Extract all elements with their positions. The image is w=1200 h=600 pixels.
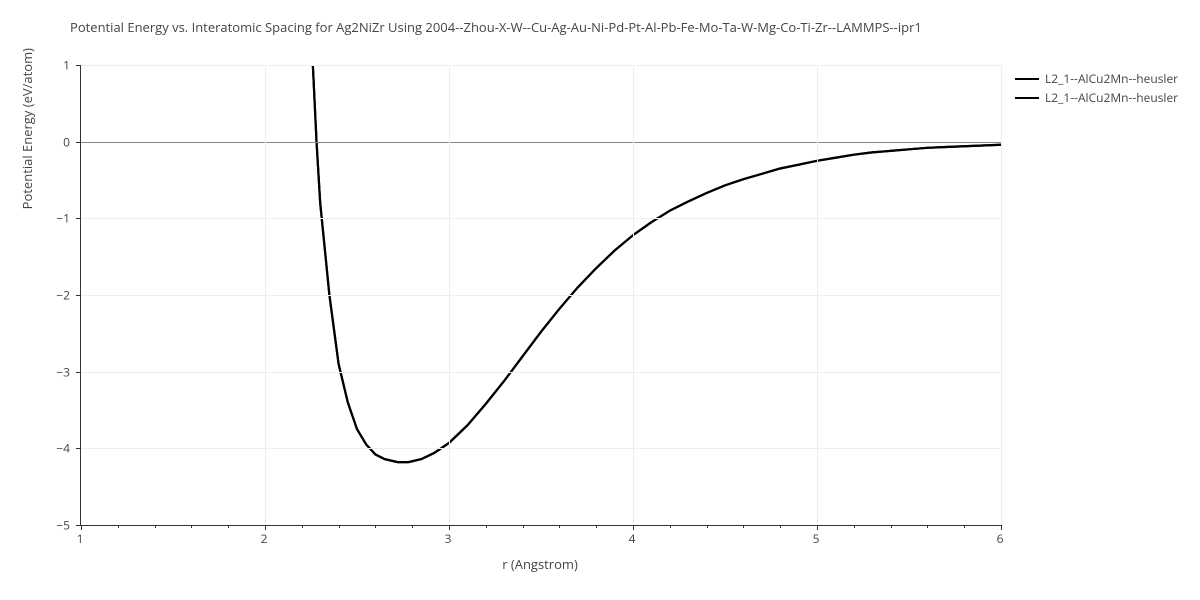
- xtick-label: 3: [445, 530, 452, 547]
- gridline-v: [633, 65, 634, 525]
- xtick-minor: [707, 525, 708, 528]
- xtick-minor: [191, 525, 192, 528]
- ytick: [76, 142, 81, 143]
- gridline-v: [1001, 65, 1002, 525]
- legend-swatch: [1015, 78, 1039, 80]
- xtick-minor: [486, 525, 487, 528]
- chart-container: Potential Energy vs. Interatomic Spacing…: [0, 0, 1200, 600]
- ytick: [76, 448, 81, 449]
- xtick-minor: [339, 525, 340, 528]
- xtick-minor: [743, 525, 744, 528]
- xtick-minor: [523, 525, 524, 528]
- ytick: [76, 218, 81, 219]
- chart-title: Potential Energy vs. Interatomic Spacing…: [70, 18, 922, 36]
- ytick-label: 1: [30, 57, 70, 74]
- xtick-minor: [780, 525, 781, 528]
- ytick-label: −2: [30, 287, 70, 304]
- xtick-minor: [891, 525, 892, 528]
- xtick-minor: [302, 525, 303, 528]
- plot-area[interactable]: [80, 65, 1001, 526]
- xtick-minor: [155, 525, 156, 528]
- ytick-label: −3: [30, 363, 70, 380]
- ytick: [76, 65, 81, 66]
- series-line-1: [302, 0, 1001, 462]
- legend-item[interactable]: L2_1--AlCu2Mn--heusler: [1015, 89, 1178, 106]
- ytick-label: 0: [30, 133, 70, 150]
- xtick-minor: [118, 525, 119, 528]
- gridline-v: [817, 65, 818, 525]
- xtick-label: 1: [77, 530, 84, 547]
- xtick-minor: [596, 525, 597, 528]
- legend-item[interactable]: L2_1--AlCu2Mn--heusler: [1015, 70, 1178, 87]
- xtick-minor: [412, 525, 413, 528]
- gridline-h: [81, 218, 1001, 219]
- zero-line: [81, 142, 1001, 143]
- ytick: [76, 372, 81, 373]
- xtick-label: 5: [813, 530, 820, 547]
- xtick-minor: [854, 525, 855, 528]
- xtick-label: 2: [261, 530, 268, 547]
- xtick-minor: [559, 525, 560, 528]
- ytick-label: −1: [30, 210, 70, 227]
- gridline-h: [81, 65, 1001, 66]
- ytick: [76, 295, 81, 296]
- legend: L2_1--AlCu2Mn--heusler L2_1--AlCu2Mn--heu…: [1015, 70, 1178, 108]
- gridline-h: [81, 295, 1001, 296]
- xtick-minor: [228, 525, 229, 528]
- gridline-v: [265, 65, 266, 525]
- gridline-v: [449, 65, 450, 525]
- xtick-label: 4: [629, 530, 636, 547]
- xtick-minor: [670, 525, 671, 528]
- xtick-minor: [964, 525, 965, 528]
- legend-label: L2_1--AlCu2Mn--heusler: [1045, 89, 1178, 106]
- gridline-h: [81, 448, 1001, 449]
- series-line-0: [302, 0, 1001, 462]
- xtick-minor: [927, 525, 928, 528]
- x-axis-label: r (Angstrom): [502, 555, 578, 573]
- legend-label: L2_1--AlCu2Mn--heusler: [1045, 70, 1178, 87]
- xtick-minor: [375, 525, 376, 528]
- ytick-label: −5: [30, 517, 70, 534]
- gridline-h: [81, 372, 1001, 373]
- xtick-label: 6: [997, 530, 1004, 547]
- legend-swatch: [1015, 97, 1039, 99]
- ytick-label: −4: [30, 440, 70, 457]
